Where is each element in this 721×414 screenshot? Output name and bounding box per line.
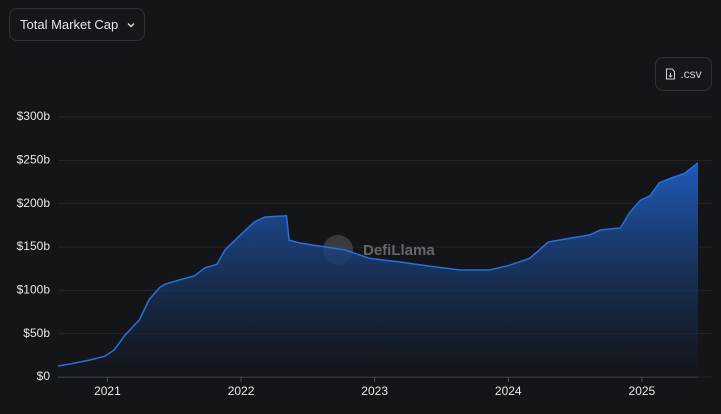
metric-dropdown[interactable]: Total Market Cap (9, 8, 145, 41)
x-tick-label: 2022 (228, 384, 255, 398)
x-tick-label: 2021 (94, 384, 121, 398)
y-tick-label: $200b (17, 196, 51, 210)
y-tick-label: $0 (37, 369, 51, 383)
y-tick-label: $150b (17, 239, 51, 253)
x-tick-label: 2023 (361, 384, 388, 398)
y-tick-label: $50b (23, 326, 50, 340)
y-tick-label: $300b (17, 109, 51, 123)
x-tick-label: 2024 (495, 384, 522, 398)
csv-label: .csv (680, 67, 702, 81)
line (57, 162, 699, 367)
watermark-text: DefiLlama (363, 242, 435, 259)
plot (57, 162, 699, 377)
y-tick-label: $250b (17, 153, 51, 167)
csv-button[interactable]: .csv (655, 57, 712, 91)
area (58, 162, 698, 377)
chevron-icon (127, 22, 135, 27)
dropdown-label: Total Market Cap (20, 17, 119, 32)
y-tick-label: $100b (17, 283, 51, 297)
x-tick-label: 2025 (629, 384, 656, 398)
file-icon (666, 68, 676, 80)
